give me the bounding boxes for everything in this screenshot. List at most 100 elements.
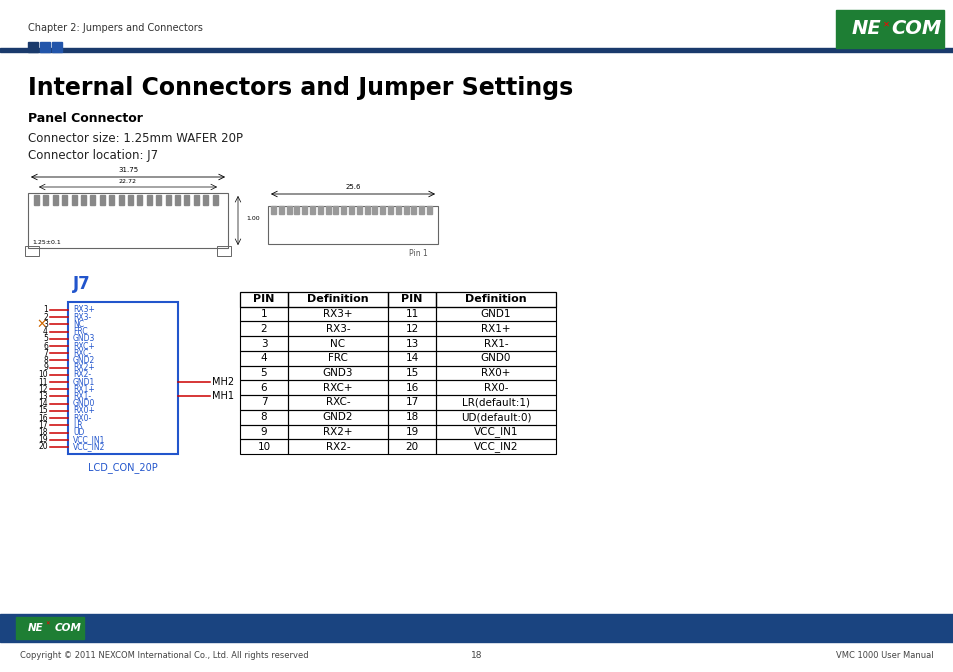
- Text: Connector size: 1.25mm WAFER 20P: Connector size: 1.25mm WAFER 20P: [28, 132, 243, 144]
- Text: RXC+: RXC+: [73, 341, 94, 351]
- Text: 18: 18: [405, 412, 418, 422]
- Bar: [288, 410, 388, 425]
- Bar: [325, 206, 331, 214]
- Bar: [418, 206, 424, 214]
- Bar: [388, 380, 436, 395]
- Text: NE: NE: [28, 623, 44, 633]
- Text: RXC-: RXC-: [73, 349, 91, 358]
- Bar: [341, 206, 346, 214]
- Bar: [288, 306, 388, 321]
- Text: 6: 6: [43, 341, 48, 351]
- Bar: [349, 206, 354, 214]
- Text: RX1-: RX1-: [483, 339, 508, 349]
- Bar: [240, 321, 288, 336]
- Text: COM: COM: [54, 623, 81, 633]
- Text: NC: NC: [330, 339, 345, 349]
- Text: 19: 19: [405, 427, 418, 437]
- Bar: [388, 321, 436, 336]
- Text: 14: 14: [38, 399, 48, 408]
- Text: MH2: MH2: [212, 377, 233, 387]
- Bar: [388, 336, 436, 351]
- Bar: [388, 425, 436, 439]
- Text: FRC: FRC: [73, 327, 88, 336]
- Text: 16: 16: [38, 414, 48, 423]
- Bar: [288, 366, 388, 380]
- Bar: [240, 425, 288, 439]
- Text: RX1-: RX1-: [73, 392, 91, 401]
- Text: 15: 15: [38, 407, 48, 415]
- Text: 4: 4: [43, 327, 48, 336]
- Text: RX3+: RX3+: [73, 306, 94, 314]
- Text: GND0: GND0: [480, 353, 511, 364]
- Text: RX0-: RX0-: [483, 383, 508, 392]
- Text: 7: 7: [43, 349, 48, 358]
- Bar: [0, 614, 953, 642]
- Text: GND1: GND1: [73, 378, 95, 386]
- Bar: [43, 195, 49, 205]
- Text: 8: 8: [43, 356, 48, 365]
- Bar: [310, 206, 314, 214]
- Bar: [436, 439, 556, 454]
- Text: RXC-: RXC-: [325, 397, 350, 407]
- Text: Definition: Definition: [307, 294, 369, 304]
- Text: 25.6: 25.6: [345, 184, 360, 190]
- Bar: [388, 351, 436, 366]
- Text: GND2: GND2: [322, 412, 353, 422]
- Text: 16: 16: [405, 383, 418, 392]
- Bar: [388, 292, 436, 306]
- Text: 10: 10: [257, 442, 271, 452]
- Bar: [0, 48, 953, 52]
- Text: 3: 3: [43, 320, 48, 329]
- Bar: [436, 395, 556, 410]
- Text: NC: NC: [73, 320, 84, 329]
- Bar: [40, 42, 50, 52]
- Text: FRC: FRC: [328, 353, 348, 364]
- Bar: [240, 410, 288, 425]
- Bar: [28, 42, 38, 52]
- Bar: [288, 292, 388, 306]
- Bar: [166, 195, 171, 205]
- Bar: [240, 336, 288, 351]
- Text: 13: 13: [405, 339, 418, 349]
- Bar: [68, 302, 178, 454]
- Bar: [302, 206, 307, 214]
- Bar: [271, 206, 275, 214]
- Bar: [118, 195, 124, 205]
- Text: RX3-: RX3-: [325, 324, 350, 334]
- Text: RX1+: RX1+: [73, 385, 94, 394]
- Text: VCC_IN1: VCC_IN1: [474, 427, 517, 437]
- Text: RX2-: RX2-: [325, 442, 350, 452]
- Bar: [395, 206, 400, 214]
- Bar: [28, 193, 228, 248]
- Bar: [364, 206, 369, 214]
- Bar: [835, 10, 943, 48]
- Text: 5: 5: [260, 368, 267, 378]
- Text: RX0+: RX0+: [73, 407, 94, 415]
- Text: 3: 3: [260, 339, 267, 349]
- Text: 10: 10: [38, 370, 48, 380]
- Text: 1: 1: [43, 306, 48, 314]
- Bar: [333, 206, 338, 214]
- Text: 13: 13: [38, 392, 48, 401]
- Bar: [240, 395, 288, 410]
- Text: Copyright © 2011 NEXCOM International Co., Ltd. All rights reserved: Copyright © 2011 NEXCOM International Co…: [20, 651, 309, 661]
- Text: VMC 1000 User Manual: VMC 1000 User Manual: [836, 651, 933, 661]
- Bar: [16, 617, 84, 639]
- Bar: [81, 195, 86, 205]
- Text: 18: 18: [471, 651, 482, 661]
- Bar: [403, 206, 408, 214]
- Text: GND3: GND3: [322, 368, 353, 378]
- Text: 8: 8: [260, 412, 267, 422]
- Bar: [71, 195, 76, 205]
- Bar: [294, 206, 299, 214]
- Text: Definition: Definition: [465, 294, 526, 304]
- Bar: [388, 206, 393, 214]
- Bar: [317, 206, 322, 214]
- Text: Internal Connectors and Jumper Settings: Internal Connectors and Jumper Settings: [28, 76, 573, 100]
- Text: 1: 1: [260, 309, 267, 319]
- Text: UD(default:0): UD(default:0): [460, 412, 531, 422]
- Text: LCD_CON_20P: LCD_CON_20P: [88, 462, 157, 474]
- Text: 2: 2: [260, 324, 267, 334]
- Text: 1.25±0.1: 1.25±0.1: [32, 240, 61, 245]
- Text: GND3: GND3: [73, 335, 95, 343]
